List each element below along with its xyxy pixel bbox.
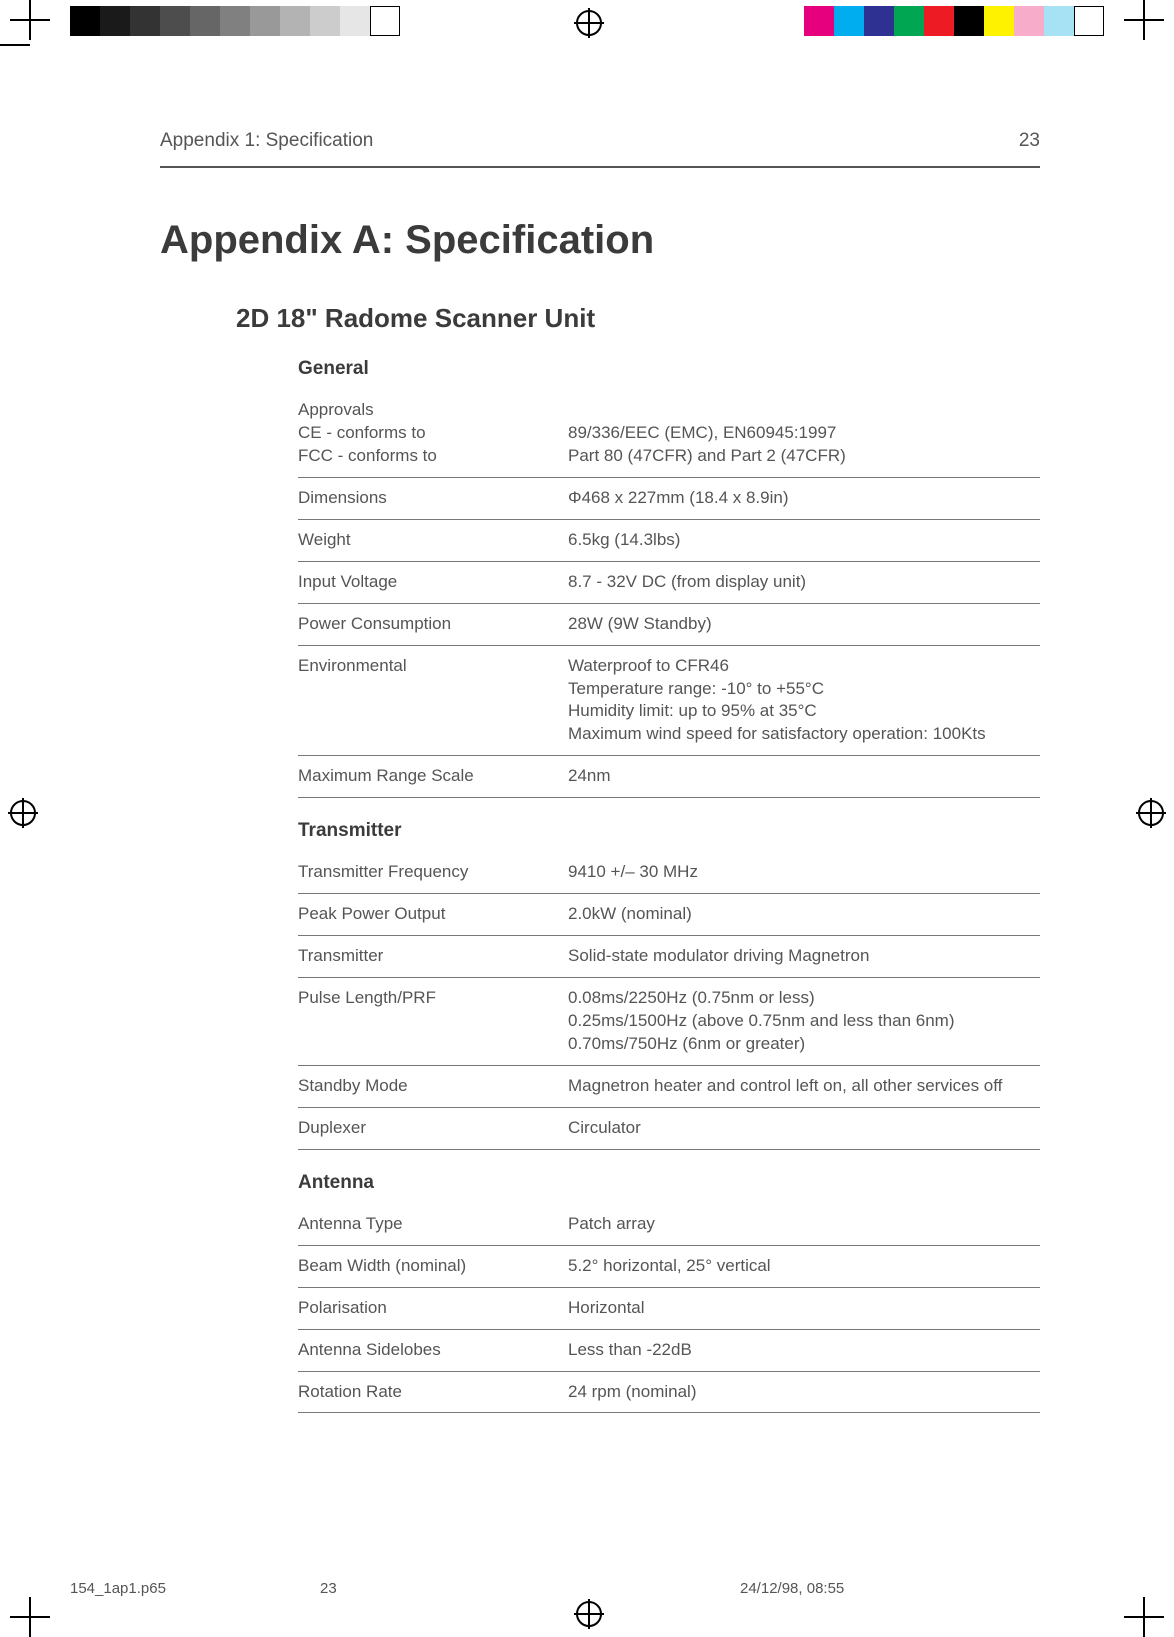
sidelobes-value: Less than -22dB	[568, 1339, 1040, 1362]
ant-type-value: Patch array	[568, 1213, 1040, 1236]
table-row: Transmitter Frequency 9410 +/– 30 MHz	[298, 852, 1040, 894]
running-title: Appendix 1: Specification	[160, 130, 373, 152]
env-line: Waterproof to CFR46	[568, 655, 1040, 678]
tx-value: Solid-state modulator driving Magnetron	[568, 945, 1040, 968]
freq-label: Transmitter Frequency	[298, 861, 568, 884]
sidelobes-label: Antenna Sidelobes	[298, 1339, 568, 1362]
registration-mark-icon	[576, 1601, 602, 1627]
dimensions-value: Φ468 x 227mm (18.4 x 8.9in)	[568, 487, 1040, 510]
page-footer: 154_1ap1.p65 23 24/12/98, 08:55	[70, 1580, 1104, 1597]
page: Appendix 1: Specification 23 Appendix A:…	[0, 0, 1174, 1637]
page-subtitle: 2D 18" Radome Scanner Unit	[160, 303, 1040, 334]
section-heading-general: General	[160, 358, 1040, 380]
footer-pageno: 23	[320, 1580, 660, 1597]
standby-value: Magnetron heater and control left on, al…	[568, 1075, 1040, 1098]
power-value: 28W (9W Standby)	[568, 613, 1040, 636]
table-row: Peak Power Output 2.0kW (nominal)	[298, 894, 1040, 936]
table-row: Antenna Type Patch array	[298, 1204, 1040, 1246]
pulse-line: 0.08ms/2250Hz (0.75nm or less)	[568, 987, 1040, 1010]
color-bar-icon	[804, 6, 1104, 36]
rotation-label: Rotation Rate	[298, 1381, 568, 1404]
section-heading-antenna: Antenna	[160, 1172, 1040, 1194]
table-row: Environmental Waterproof to CFR46 Temper…	[298, 646, 1040, 757]
registration-mark-icon	[576, 10, 602, 36]
table-row: Input Voltage 8.7 - 32V DC (from display…	[298, 562, 1040, 604]
standby-label: Standby Mode	[298, 1075, 568, 1098]
table-row: Beam Width (nominal) 5.2° horizontal, 25…	[298, 1246, 1040, 1288]
env-line: Temperature range: -10° to +55°C	[568, 678, 1040, 701]
pulse-label: Pulse Length/PRF	[298, 987, 568, 1056]
running-pageno: 23	[1019, 130, 1040, 152]
polarisation-value: Horizontal	[568, 1297, 1040, 1320]
table-row: Power Consumption 28W (9W Standby)	[298, 604, 1040, 646]
crop-mark-icon	[10, 0, 50, 40]
power-label: Power Consumption	[298, 613, 568, 636]
beam-label: Beam Width (nominal)	[298, 1255, 568, 1278]
table-row: Antenna Sidelobes Less than -22dB	[298, 1330, 1040, 1372]
peak-value: 2.0kW (nominal)	[568, 903, 1040, 926]
voltage-label: Input Voltage	[298, 571, 568, 594]
approvals-label: Approvals	[298, 399, 568, 422]
spec-table-general: Approvals CE - conforms to FCC - conform…	[298, 390, 1040, 798]
crop-mark-icon	[10, 1597, 50, 1637]
page-content: Appendix 1: Specification 23 Appendix A:…	[160, 130, 1040, 1413]
fcc-value: Part 80 (47CFR) and Part 2 (47CFR)	[568, 445, 1040, 468]
registration-mark-icon	[1138, 800, 1164, 826]
footer-datetime: 24/12/98, 08:55	[660, 1580, 1104, 1597]
ce-label: CE - conforms to	[298, 422, 568, 445]
environmental-label: Environmental	[298, 655, 568, 747]
peak-label: Peak Power Output	[298, 903, 568, 926]
page-title: Appendix A: Specification	[160, 218, 1040, 263]
duplexer-label: Duplexer	[298, 1117, 568, 1140]
polarisation-label: Polarisation	[298, 1297, 568, 1320]
range-label: Maximum Range Scale	[298, 765, 568, 788]
fcc-label: FCC - conforms to	[298, 445, 568, 468]
env-line: Humidity limit: up to 95% at 35°C	[568, 700, 1040, 723]
running-header: Appendix 1: Specification 23	[160, 130, 1040, 168]
grayscale-bar-icon	[70, 6, 400, 36]
table-row: Polarisation Horizontal	[298, 1288, 1040, 1330]
pulse-line: 0.70ms/750Hz (6nm or greater)	[568, 1033, 1040, 1056]
spec-table-transmitter: Transmitter Frequency 9410 +/– 30 MHz Pe…	[298, 852, 1040, 1150]
trim-line	[0, 44, 30, 46]
pulse-line: 0.25ms/1500Hz (above 0.75nm and less tha…	[568, 1010, 1040, 1033]
voltage-value: 8.7 - 32V DC (from display unit)	[568, 571, 1040, 594]
env-line: Maximum wind speed for satisfactory oper…	[568, 723, 1040, 746]
table-row: Pulse Length/PRF 0.08ms/2250Hz (0.75nm o…	[298, 978, 1040, 1066]
beam-value: 5.2° horizontal, 25° vertical	[568, 1255, 1040, 1278]
ce-value: 89/336/EEC (EMC), EN60945:1997	[568, 422, 1040, 445]
table-row: Approvals CE - conforms to FCC - conform…	[298, 390, 1040, 478]
rotation-value: 24 rpm (nominal)	[568, 1381, 1040, 1404]
weight-label: Weight	[298, 529, 568, 552]
crop-mark-icon	[1124, 1597, 1164, 1637]
table-row: Transmitter Solid-state modulator drivin…	[298, 936, 1040, 978]
tx-label: Transmitter	[298, 945, 568, 968]
section-heading-transmitter: Transmitter	[160, 820, 1040, 842]
ant-type-label: Antenna Type	[298, 1213, 568, 1236]
range-value: 24nm	[568, 765, 1040, 788]
registration-mark-icon	[10, 800, 36, 826]
freq-value: 9410 +/– 30 MHz	[568, 861, 1040, 884]
table-row: Standby Mode Magnetron heater and contro…	[298, 1066, 1040, 1108]
table-row: Duplexer Circulator	[298, 1108, 1040, 1150]
dimensions-label: Dimensions	[298, 487, 568, 510]
crop-mark-icon	[1124, 0, 1164, 40]
table-row: Dimensions Φ468 x 227mm (18.4 x 8.9in)	[298, 478, 1040, 520]
weight-value: 6.5kg (14.3lbs)	[568, 529, 1040, 552]
table-row: Rotation Rate 24 rpm (nominal)	[298, 1372, 1040, 1414]
footer-filename: 154_1ap1.p65	[70, 1580, 320, 1597]
spec-table-antenna: Antenna Type Patch array Beam Width (nom…	[298, 1204, 1040, 1414]
table-row: Weight 6.5kg (14.3lbs)	[298, 520, 1040, 562]
duplexer-value: Circulator	[568, 1117, 1040, 1140]
table-row: Maximum Range Scale 24nm	[298, 756, 1040, 798]
